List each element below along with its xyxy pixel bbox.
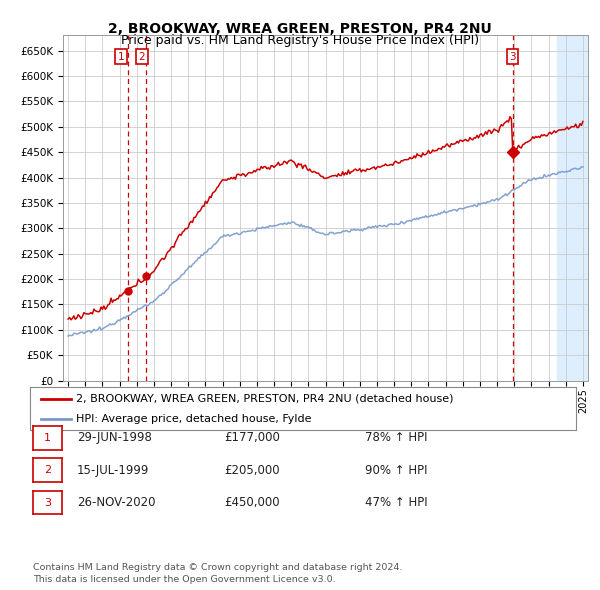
Text: 3: 3 [44,498,51,507]
Text: 2: 2 [139,52,145,62]
Text: 1: 1 [118,52,125,62]
Text: 78% ↑ HPI: 78% ↑ HPI [365,431,427,444]
Text: 3: 3 [509,52,516,62]
Text: 47% ↑ HPI: 47% ↑ HPI [365,496,427,509]
Text: £177,000: £177,000 [224,431,280,444]
Text: 1: 1 [44,433,51,442]
Bar [557,35,600,381]
Text: Contains HM Land Registry data © Crown copyright and database right 2024.
This d: Contains HM Land Registry data © Crown c… [33,563,403,584]
Text: HPI: Average price, detached house, Fylde: HPI: Average price, detached house, Fyld… [76,414,312,424]
Text: 90% ↑ HPI: 90% ↑ HPI [365,464,427,477]
Text: 15-JUL-1999: 15-JUL-1999 [77,464,149,477]
Text: 26-NOV-2020: 26-NOV-2020 [77,496,155,509]
Text: £205,000: £205,000 [224,464,280,477]
Text: 2: 2 [44,466,51,475]
Text: £450,000: £450,000 [224,496,280,509]
Text: Price paid vs. HM Land Registry's House Price Index (HPI): Price paid vs. HM Land Registry's House … [121,34,479,47]
Text: 29-JUN-1998: 29-JUN-1998 [77,431,152,444]
Text: 2, BROOKWAY, WREA GREEN, PRESTON, PR4 2NU: 2, BROOKWAY, WREA GREEN, PRESTON, PR4 2N… [108,22,492,37]
Text: 2, BROOKWAY, WREA GREEN, PRESTON, PR4 2NU (detached house): 2, BROOKWAY, WREA GREEN, PRESTON, PR4 2N… [76,394,454,404]
